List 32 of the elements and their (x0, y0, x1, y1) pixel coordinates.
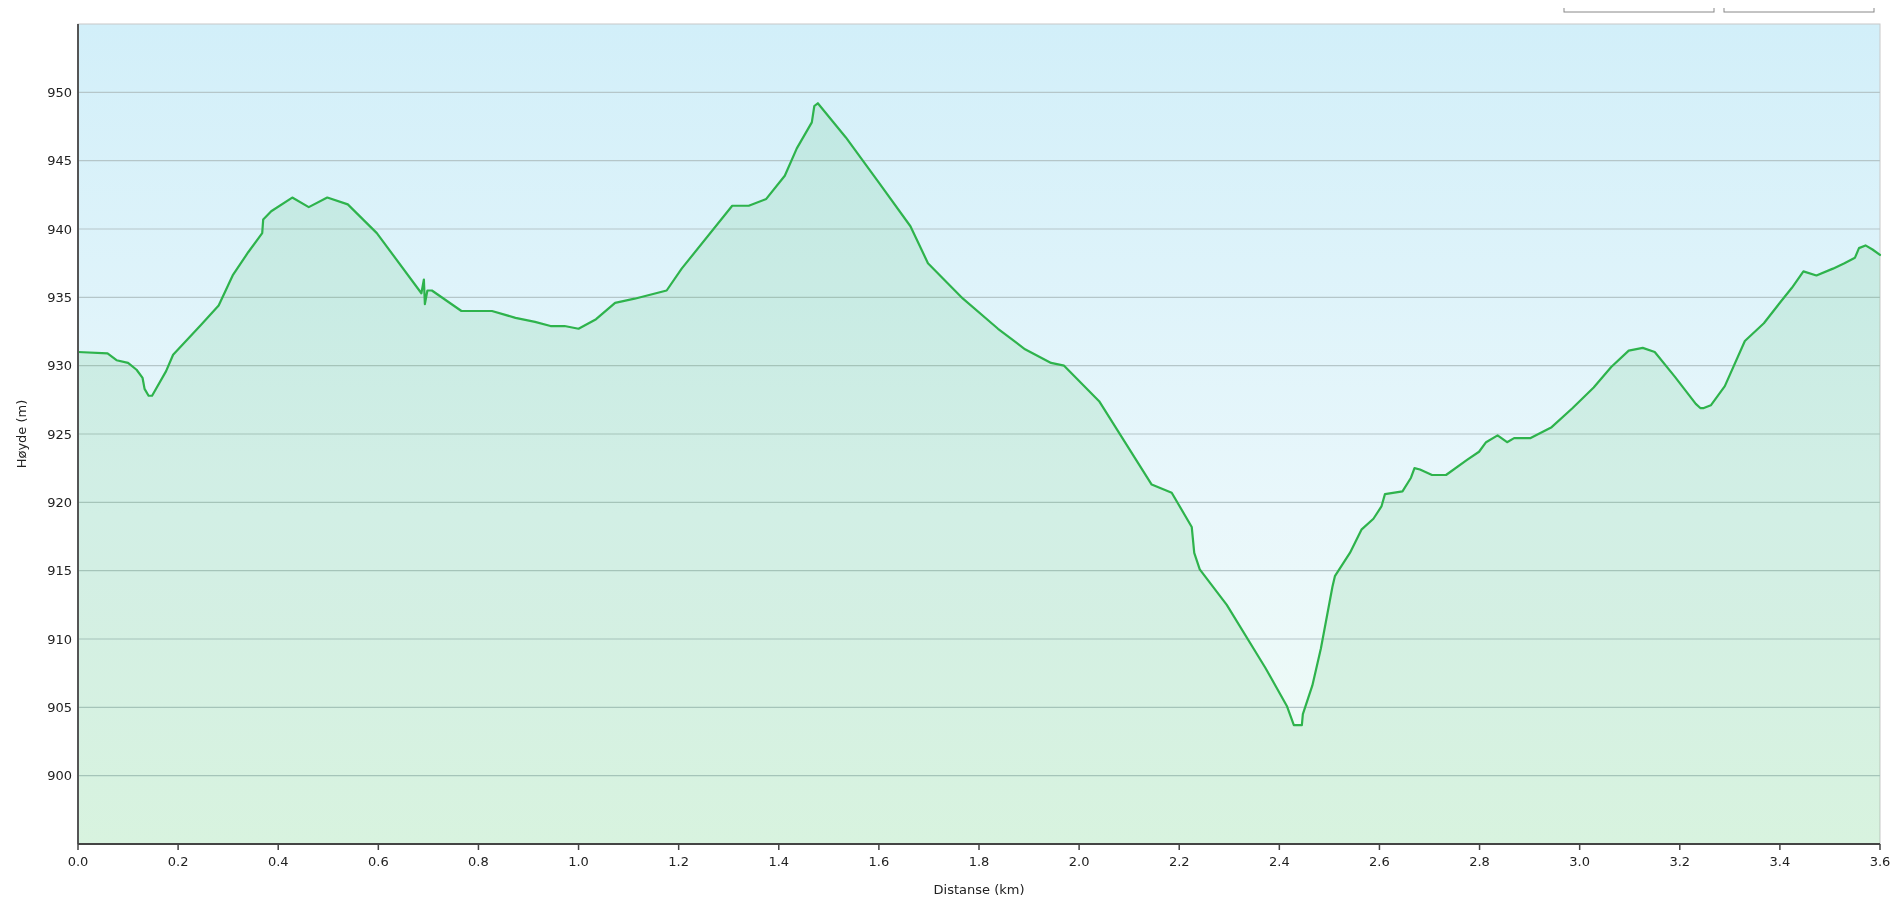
x-tick-label: 3.6 (1869, 854, 1891, 869)
x-tick-label: 0.6 (367, 854, 389, 869)
y-tick-label: 950 (47, 84, 72, 100)
x-tick-label: 2.6 (1369, 854, 1390, 869)
y-tick-label: 905 (47, 699, 72, 715)
y-tick-label: 920 (47, 494, 72, 510)
x-tick-label: 1.6 (868, 854, 890, 869)
x-tick-label: 1.0 (568, 854, 589, 869)
y-tick-label: 945 (47, 153, 72, 169)
x-tick-label: 2.8 (1469, 854, 1490, 869)
x-tick-label: 0.4 (267, 854, 289, 869)
x-tick-label: 0.0 (67, 854, 89, 869)
y-axis-title: Høyde (m) (14, 399, 29, 469)
y-tick-label: 910 (47, 631, 72, 647)
x-tick-label: 2.4 (1268, 854, 1290, 869)
y-tick-label: 900 (47, 768, 72, 784)
x-tick-label: 1.4 (768, 854, 790, 869)
x-tick-label: 0.2 (167, 854, 189, 869)
x-tick-label: 1.2 (668, 854, 690, 869)
y-tick-label: 940 (47, 221, 72, 237)
x-tick-label: 1.8 (968, 854, 990, 869)
x-tick-label: 3.4 (1769, 854, 1791, 869)
x-tick-label: 0.8 (468, 854, 489, 869)
x-tick-label: 3.2 (1669, 854, 1691, 869)
x-tick-label: 3.0 (1569, 854, 1591, 869)
x-tick-label: 2.2 (1168, 854, 1190, 869)
x-axis-title: Distanse (km) (933, 882, 1025, 897)
y-tick-label: 930 (47, 358, 72, 374)
x-tick-label: 2.0 (1068, 854, 1090, 869)
y-tick-label: 915 (47, 563, 72, 579)
y-tick-label: 935 (47, 289, 72, 305)
y-tick-label: 925 (47, 426, 72, 442)
